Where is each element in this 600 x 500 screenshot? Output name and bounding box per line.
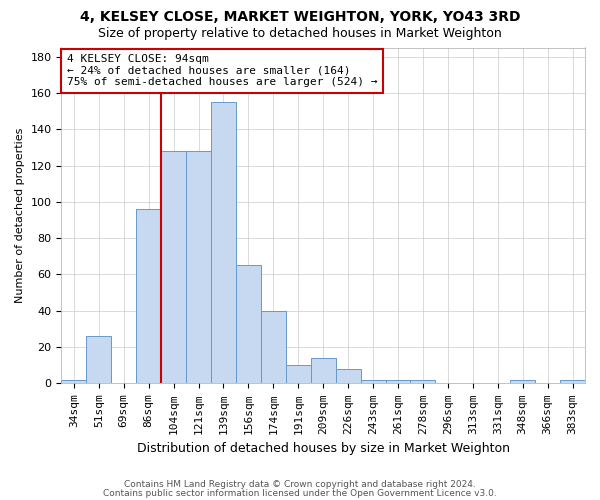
Text: 4, KELSEY CLOSE, MARKET WEIGHTON, YORK, YO43 3RD: 4, KELSEY CLOSE, MARKET WEIGHTON, YORK, … xyxy=(80,10,520,24)
Bar xyxy=(236,266,261,384)
Bar xyxy=(261,311,286,384)
Text: Size of property relative to detached houses in Market Weighton: Size of property relative to detached ho… xyxy=(98,28,502,40)
Bar xyxy=(61,380,86,384)
Text: 4 KELSEY CLOSE: 94sqm
← 24% of detached houses are smaller (164)
75% of semi-det: 4 KELSEY CLOSE: 94sqm ← 24% of detached … xyxy=(67,54,377,88)
Text: Contains public sector information licensed under the Open Government Licence v3: Contains public sector information licen… xyxy=(103,488,497,498)
Bar xyxy=(410,380,436,384)
Bar xyxy=(86,336,111,384)
Bar xyxy=(186,151,211,384)
Bar xyxy=(335,369,361,384)
Bar xyxy=(211,102,236,384)
Bar xyxy=(161,151,186,384)
Text: Contains HM Land Registry data © Crown copyright and database right 2024.: Contains HM Land Registry data © Crown c… xyxy=(124,480,476,489)
Y-axis label: Number of detached properties: Number of detached properties xyxy=(15,128,25,303)
Bar xyxy=(311,358,335,384)
Bar xyxy=(560,380,585,384)
Bar xyxy=(286,366,311,384)
Bar xyxy=(510,380,535,384)
X-axis label: Distribution of detached houses by size in Market Weighton: Distribution of detached houses by size … xyxy=(137,442,510,455)
Bar xyxy=(136,209,161,384)
Bar xyxy=(361,380,386,384)
Bar xyxy=(386,380,410,384)
